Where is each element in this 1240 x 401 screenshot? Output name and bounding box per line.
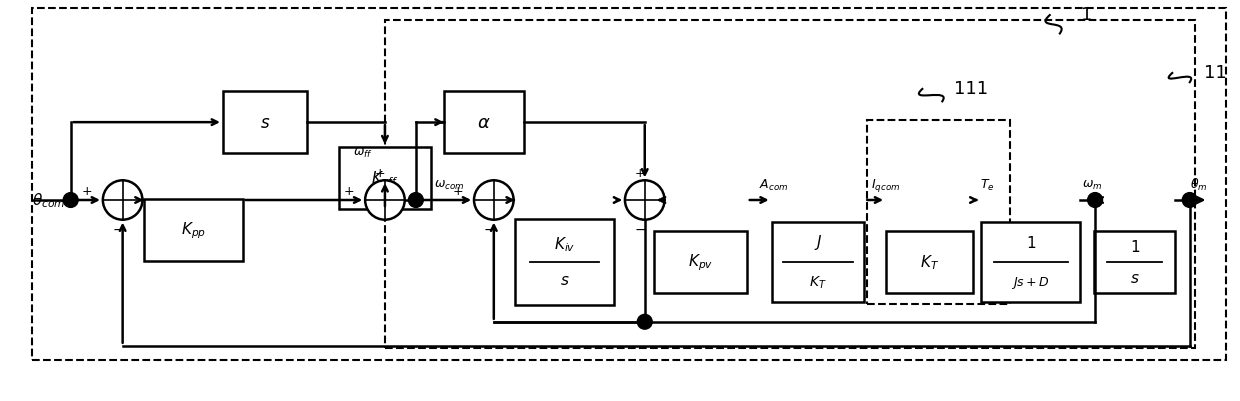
Text: +: + [635,166,645,179]
Bar [771,223,864,302]
Text: $K_{pp}$: $K_{pp}$ [181,220,206,241]
Bar [444,92,525,154]
Text: $\alpha$: $\alpha$ [477,114,491,132]
Text: $-$: $-$ [634,221,646,235]
Ellipse shape [63,193,78,208]
Ellipse shape [408,193,423,208]
Bar [887,231,972,293]
Text: $K_{vff}$: $K_{vff}$ [371,169,398,188]
Bar [384,21,1195,348]
Bar [653,231,746,293]
Text: $K_T$: $K_T$ [810,274,827,290]
Text: $\theta_m$: $\theta_m$ [1190,176,1208,192]
Bar [144,200,243,261]
Text: +: + [453,184,464,197]
Text: $J$: $J$ [813,233,822,252]
Text: $K_{pv}$: $K_{pv}$ [688,252,713,273]
Text: $-$: $-$ [482,221,495,235]
Text: $1$: $1$ [1025,234,1035,250]
Text: $I_{qcom}$: $I_{qcom}$ [872,176,900,193]
Text: $-$: $-$ [112,221,124,235]
Bar [339,148,432,209]
Text: $\omega_{com}$: $\omega_{com}$ [434,178,465,191]
Text: 1: 1 [1081,6,1092,24]
Bar [1095,231,1174,293]
Text: $\theta_{com}$: $\theta_{com}$ [32,191,66,210]
Bar [868,121,1009,304]
Text: $A_{com}$: $A_{com}$ [759,177,789,192]
Bar [981,223,1080,302]
Text: +: + [82,184,92,197]
Ellipse shape [103,181,143,220]
Ellipse shape [1182,193,1197,208]
Text: 11: 11 [1204,64,1226,82]
Text: +: + [374,166,386,179]
Bar [515,219,614,305]
Text: $K_T$: $K_T$ [920,253,939,271]
Text: $K_{iv}$: $K_{iv}$ [553,235,575,253]
Text: +: + [343,184,355,197]
Ellipse shape [365,181,404,220]
Text: $1$: $1$ [1130,238,1140,254]
Ellipse shape [637,315,652,329]
Text: $\omega_m$: $\omega_m$ [1083,178,1102,191]
Text: 111: 111 [954,80,988,98]
Text: $s$: $s$ [1130,271,1140,286]
Bar [32,9,1226,360]
Ellipse shape [474,181,513,220]
Text: $Js+D$: $Js+D$ [1012,274,1050,290]
Text: $s$: $s$ [259,114,270,132]
Ellipse shape [625,181,665,220]
Text: $s$: $s$ [559,273,569,288]
Text: $T_e$: $T_e$ [980,177,994,192]
Bar [223,92,308,154]
Ellipse shape [1087,193,1102,208]
Text: $\omega_{ff}$: $\omega_{ff}$ [353,146,372,160]
